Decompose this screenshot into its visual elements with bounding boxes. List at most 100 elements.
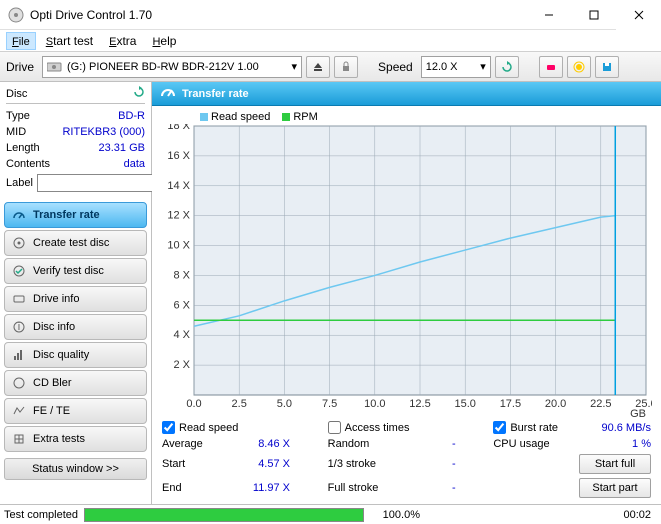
svg-text:18 X: 18 X	[167, 124, 190, 132]
refresh-disc-button[interactable]	[133, 86, 145, 101]
svg-text:2.5: 2.5	[232, 398, 247, 410]
maximize-button[interactable]	[571, 0, 616, 30]
end-value: 11.97 X	[240, 482, 290, 494]
svg-text:12.5: 12.5	[409, 398, 430, 410]
svg-text:16 X: 16 X	[167, 150, 190, 162]
third-stroke-value: -	[406, 458, 456, 470]
disc-length-k: Length	[6, 140, 40, 156]
transfer-chart: 2 X 4 X 6 X 8 X 10 X 12 X 14 X 16 X 18 X 0.0 2.5 5.…	[160, 124, 653, 419]
disc-mid-v: RITEKBR3 (000)	[62, 124, 145, 140]
disc-panel: Disc TypeBD-R MIDRITEKBR3 (000) Length23…	[0, 82, 151, 196]
svg-text:0.0: 0.0	[186, 398, 201, 410]
nav-disc-info[interactable]: iDisc info	[4, 314, 147, 340]
menubar: File Start test Extra Help	[0, 30, 661, 52]
minimize-button[interactable]	[526, 0, 571, 30]
burst-rate-value: 90.6 MB/s	[601, 422, 651, 434]
speed-value: 12.0 X	[426, 61, 458, 73]
svg-text:14 X: 14 X	[167, 180, 190, 192]
svg-text:4 X: 4 X	[173, 329, 190, 341]
random-value: -	[406, 438, 456, 450]
elapsed-time: 00:02	[623, 509, 657, 521]
panel-title: Transfer rate	[182, 88, 249, 100]
svg-text:8 X: 8 X	[173, 269, 190, 281]
extra-icon	[11, 431, 27, 447]
nav-create-test-disc[interactable]: Create test disc	[4, 230, 147, 256]
start-part-button[interactable]: Start part	[579, 478, 651, 498]
read-speed-checkbox[interactable]	[162, 421, 175, 434]
gauge-icon	[11, 207, 27, 223]
toolbar: Drive (G:) PIONEER BD-RW BDR-212V 1.00 ▾…	[0, 52, 661, 82]
drive-icon	[47, 61, 63, 73]
drive-select[interactable]: (G:) PIONEER BD-RW BDR-212V 1.00 ▾	[42, 56, 302, 78]
average-value: 8.46 X	[240, 438, 290, 450]
status-window-button[interactable]: Status window >>	[4, 458, 147, 480]
disc-length-v: 23.31 GB	[99, 140, 145, 156]
cd-bler-icon	[11, 375, 27, 391]
drive-value: (G:) PIONEER BD-RW BDR-212V 1.00	[67, 61, 259, 73]
cpu-value: 1 %	[601, 438, 651, 450]
window-title: Opti Drive Control 1.70	[30, 8, 526, 22]
svg-text:2 X: 2 X	[173, 359, 190, 371]
nav-disc-quality[interactable]: Disc quality	[4, 342, 147, 368]
disc-type-v: BD-R	[118, 108, 145, 124]
app-icon	[8, 7, 24, 23]
disc-contents-k: Contents	[6, 156, 50, 172]
menu-start-test[interactable]: Start test	[40, 32, 99, 50]
save-button[interactable]	[595, 56, 619, 78]
progress-bar	[84, 508, 364, 522]
speed-select[interactable]: 12.0 X ▾	[421, 56, 491, 78]
fe-te-icon	[11, 403, 27, 419]
disc-icon	[11, 235, 27, 251]
options-button[interactable]	[567, 56, 591, 78]
chevron-down-icon: ▾	[480, 60, 486, 73]
nav-verify-test-disc[interactable]: Verify test disc	[4, 258, 147, 284]
nav-transfer-rate[interactable]: Transfer rate	[4, 202, 147, 228]
menu-help[interactable]: Help	[146, 32, 182, 50]
progress-percent: 100.0%	[370, 509, 420, 521]
drive-label: Drive	[6, 60, 34, 74]
main-panel: Transfer rate Read speed RPM 2 X 4 X 6 X 8 …	[152, 82, 661, 504]
nav-list: Transfer rate Create test disc Verify te…	[0, 200, 151, 454]
nav-fe-te[interactable]: FE / TE	[4, 398, 147, 424]
svg-text:22.5: 22.5	[590, 398, 611, 410]
start-full-button[interactable]: Start full	[579, 454, 651, 474]
svg-text:5.0: 5.0	[277, 398, 292, 410]
nav-drive-info[interactable]: Drive info	[4, 286, 147, 312]
full-stroke-value: -	[406, 482, 456, 494]
svg-text:20.0: 20.0	[545, 398, 566, 410]
disc-label-k: Label	[6, 177, 33, 189]
gauge-icon	[160, 84, 176, 103]
svg-text:10 X: 10 X	[167, 240, 190, 252]
titlebar: Opti Drive Control 1.70	[0, 0, 661, 30]
menu-file[interactable]: File	[6, 32, 36, 50]
svg-text:6 X: 6 X	[173, 299, 190, 311]
rpm-swatch	[282, 113, 290, 121]
svg-text:12 X: 12 X	[167, 210, 190, 222]
svg-text:15.0: 15.0	[454, 398, 475, 410]
close-button[interactable]	[616, 0, 661, 30]
access-times-checkbox[interactable]	[328, 421, 341, 434]
disc-info-icon: i	[11, 319, 27, 335]
read-swatch	[200, 113, 208, 121]
disc-mid-k: MID	[6, 124, 26, 140]
disc-header: Disc	[6, 88, 27, 100]
eject-button[interactable]	[306, 56, 330, 78]
menu-extra[interactable]: Extra	[103, 32, 142, 50]
quality-icon	[11, 347, 27, 363]
status-text: Test completed	[4, 509, 78, 521]
svg-text:10.0: 10.0	[364, 398, 385, 410]
svg-text:i: i	[18, 321, 20, 333]
statusbar: Test completed 100.0% 00:02	[0, 504, 661, 524]
chart-legend: Read speed RPM	[160, 110, 653, 124]
lock-button[interactable]	[334, 56, 358, 78]
nav-extra-tests[interactable]: Extra tests	[4, 426, 147, 452]
svg-text:7.5: 7.5	[322, 398, 337, 410]
refresh-speed-button[interactable]	[495, 56, 519, 78]
erase-button[interactable]	[539, 56, 563, 78]
nav-cd-bler[interactable]: CD Bler	[4, 370, 147, 396]
svg-text:GB: GB	[630, 408, 646, 419]
stats-grid: Read speed Access times Burst rate90.6 M…	[152, 419, 661, 500]
start-value: 4.57 X	[240, 458, 290, 470]
burst-rate-checkbox[interactable]	[493, 421, 506, 434]
svg-text:17.5: 17.5	[500, 398, 521, 410]
